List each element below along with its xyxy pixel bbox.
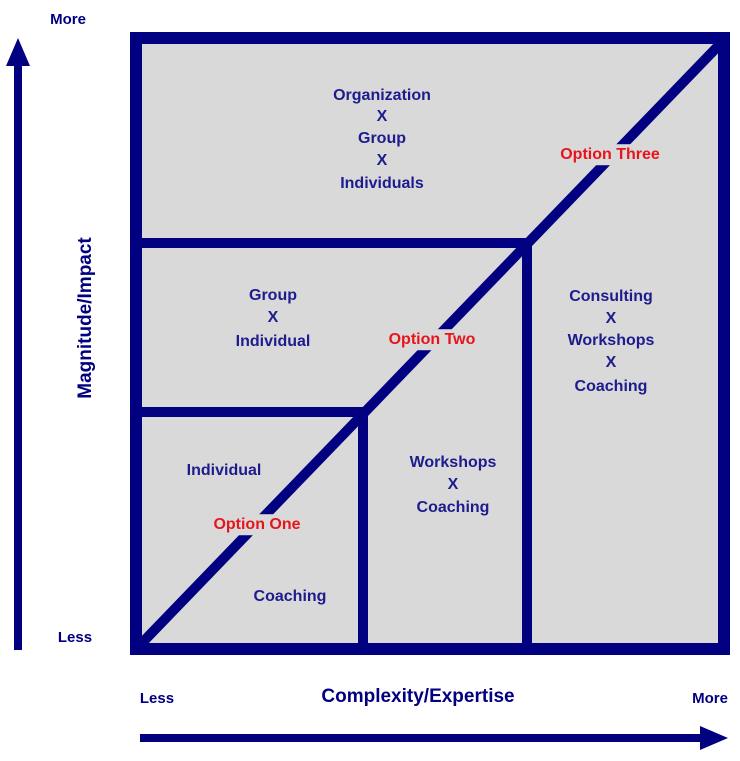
zone-text: Coaching — [417, 499, 490, 516]
zone-text: Group — [358, 130, 406, 147]
zone-text: Coaching — [575, 378, 648, 395]
zone-text: Organization — [333, 87, 431, 104]
zone-text: X — [268, 309, 279, 326]
option-label-bg — [209, 514, 305, 536]
axis-arrows — [6, 38, 728, 750]
option-label-bg — [556, 144, 664, 166]
zone-text: X — [448, 476, 459, 493]
zone-text: X — [377, 152, 388, 169]
y-high-label: More — [50, 11, 86, 28]
y-axis-title: Magnitude/Impact — [75, 237, 96, 399]
zone-text: Individual — [187, 462, 262, 479]
zone-text: X — [606, 354, 617, 371]
zone-text: X — [377, 108, 388, 125]
x-low-label: Less — [140, 690, 174, 707]
option-label: Option Two — [389, 331, 476, 348]
zone-text: Coaching — [254, 588, 327, 605]
y-low-label: Less — [58, 629, 92, 646]
option-label: Option One — [213, 516, 300, 533]
zone-text: Workshops — [568, 332, 655, 349]
option-label-bg — [384, 329, 480, 351]
zone-text: Workshops — [410, 454, 497, 471]
x-high-label: More — [692, 690, 728, 707]
zone-text: X — [606, 310, 617, 327]
zone-text: Individuals — [340, 175, 424, 192]
x-axis-title: Complexity/Expertise — [321, 686, 514, 707]
zone-text: Consulting — [569, 288, 653, 305]
zone-text: Group — [249, 287, 297, 304]
zone-text: Individual — [236, 333, 311, 350]
option-label: Option Three — [560, 146, 660, 163]
